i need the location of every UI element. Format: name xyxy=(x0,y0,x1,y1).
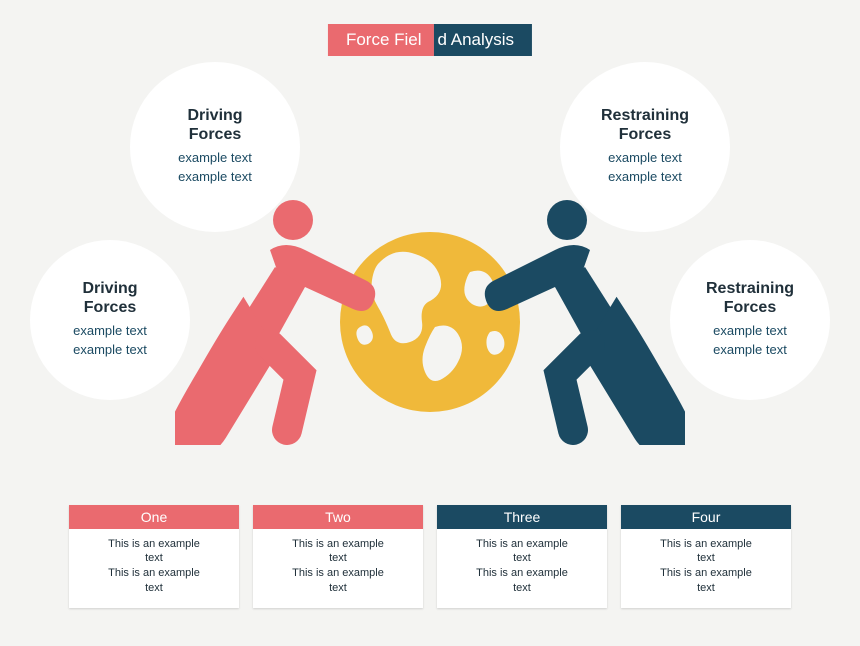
circle-text: example text xyxy=(178,169,252,184)
card-text: This is an example xyxy=(660,538,752,550)
pushing-figure-left-icon xyxy=(175,195,385,445)
circle-text: example text xyxy=(713,342,787,357)
heading-line: Forces xyxy=(724,299,776,316)
bottom-card-row: One This is an example text This is an e… xyxy=(69,505,791,608)
card-header: One xyxy=(69,505,239,529)
card-header: Two xyxy=(253,505,423,529)
card-text: text xyxy=(697,552,715,564)
card-text: This is an example xyxy=(476,567,568,579)
card-text: text xyxy=(513,552,531,564)
circle-heading: Driving Forces xyxy=(187,106,242,144)
heading-line: Forces xyxy=(84,299,136,316)
pushing-figure-right-icon xyxy=(475,195,685,445)
heading-line: Restraining xyxy=(601,107,689,124)
heading-line: Forces xyxy=(189,126,241,143)
circle-text: example text xyxy=(608,150,682,165)
circle-text: example text xyxy=(73,342,147,357)
circle-heading: Restraining Forces xyxy=(601,106,689,144)
circle-text: example text xyxy=(608,169,682,184)
card-one: One This is an example text This is an e… xyxy=(69,505,239,608)
card-text: text xyxy=(329,582,347,594)
card-body: This is an example text This is an examp… xyxy=(253,529,423,608)
heading-line: Driving xyxy=(187,107,242,124)
circle-text: example text xyxy=(178,150,252,165)
card-three: Three This is an example text This is an… xyxy=(437,505,607,608)
circle-heading: Restraining Forces xyxy=(706,279,794,317)
card-text: text xyxy=(697,582,715,594)
card-text: This is an example xyxy=(292,567,384,579)
card-text: This is an example xyxy=(108,567,200,579)
card-four: Four This is an example text This is an … xyxy=(621,505,791,608)
card-text: This is an example xyxy=(660,567,752,579)
card-text: text xyxy=(513,582,531,594)
card-text: text xyxy=(145,552,163,564)
card-body: This is an example text This is an examp… xyxy=(621,529,791,608)
title-left: Force Fiel xyxy=(328,24,434,56)
heading-line: Restraining xyxy=(706,280,794,297)
circle-text: example text xyxy=(73,323,147,338)
card-text: This is an example xyxy=(476,538,568,550)
card-text: text xyxy=(145,582,163,594)
driving-forces-circle-lower: Driving Forces example text example text xyxy=(30,240,190,400)
card-header: Four xyxy=(621,505,791,529)
card-text: This is an example xyxy=(292,538,384,550)
card-text: text xyxy=(329,552,347,564)
circle-text: example text xyxy=(713,323,787,338)
card-body: This is an example text This is an examp… xyxy=(437,529,607,608)
card-body: This is an example text This is an examp… xyxy=(69,529,239,608)
card-two: Two This is an example text This is an e… xyxy=(253,505,423,608)
card-header: Three xyxy=(437,505,607,529)
heading-line: Forces xyxy=(619,126,671,143)
heading-line: Driving xyxy=(82,280,137,297)
circle-heading: Driving Forces xyxy=(82,279,137,317)
card-text: This is an example xyxy=(108,538,200,550)
title-right: d Analysis xyxy=(434,24,533,56)
restraining-forces-circle-lower: Restraining Forces example text example … xyxy=(670,240,830,400)
title-bar: Force Fiel d Analysis xyxy=(328,24,532,56)
